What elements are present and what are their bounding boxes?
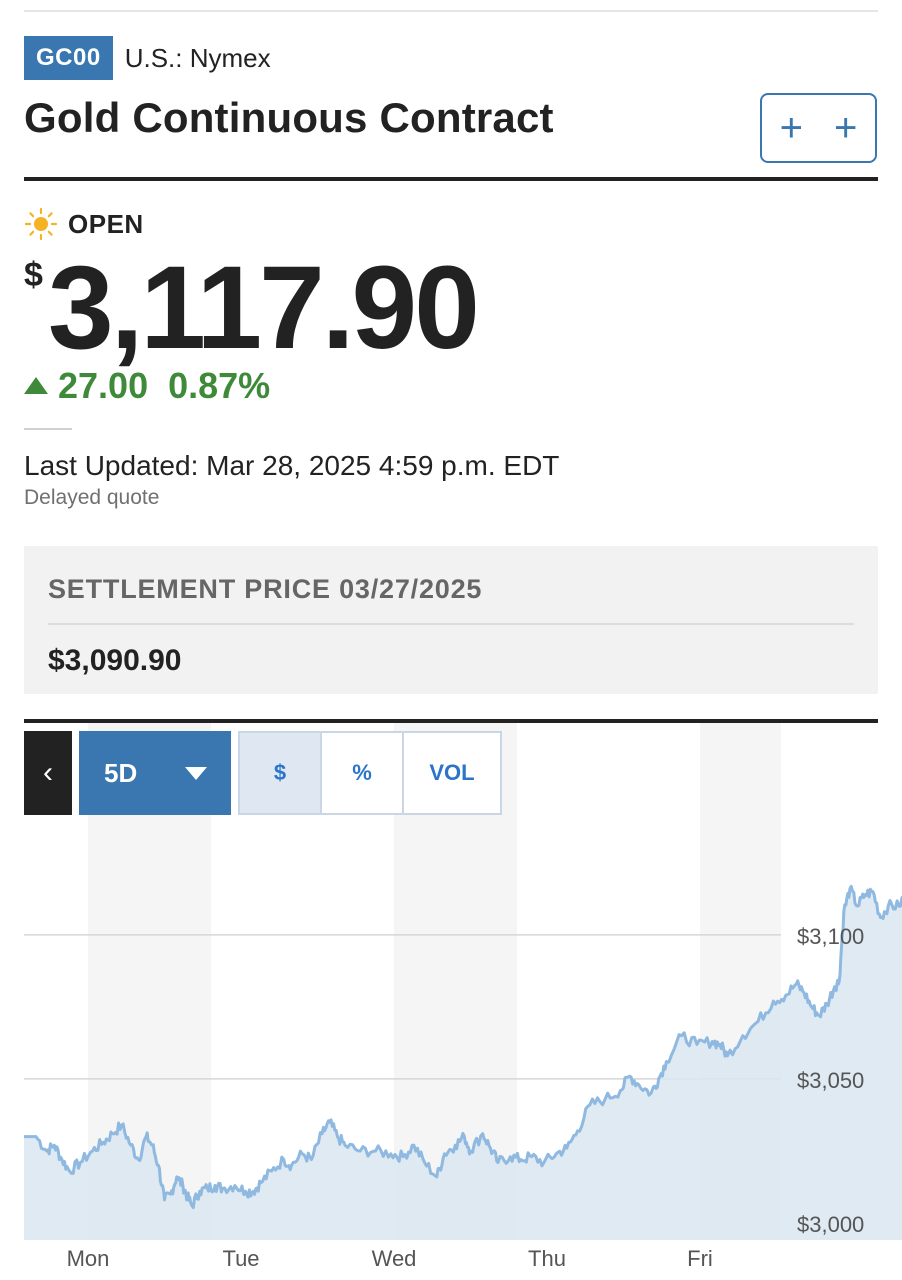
last-updated: Last Updated: Mar 28, 2025 4:59 p.m. EDT bbox=[24, 450, 560, 481]
mode-volume-button[interactable]: VOL bbox=[429, 760, 475, 785]
arrow-up-icon bbox=[24, 376, 48, 394]
range-select[interactable]: 5D bbox=[79, 731, 231, 815]
exchange-label: U.S.: Nymex bbox=[124, 42, 271, 73]
x-tick-label: Wed bbox=[372, 1246, 417, 1271]
currency-symbol: $ bbox=[24, 256, 43, 294]
status-label: OPEN bbox=[68, 208, 144, 239]
chart-mode-toggle: $ % VOL bbox=[238, 731, 502, 815]
mode-dollar-button[interactable]: $ bbox=[240, 733, 322, 813]
delayed-quote-note: Delayed quote bbox=[24, 486, 160, 509]
price-change: 27.00 0.87% bbox=[24, 365, 271, 406]
x-tick-label: Tue bbox=[222, 1246, 259, 1271]
x-tick-label: Fri bbox=[687, 1246, 713, 1271]
price-chart: $3,000 $3,050 $3,100 Mon Tue Wed Thu Fri ‹ 5D $… bbox=[0, 723, 902, 1280]
ticker-badge: GC00 bbox=[24, 36, 113, 80]
y-tick-label: $3,100 bbox=[797, 924, 864, 949]
range-label: 5D bbox=[104, 757, 138, 788]
change-points: 27.00 bbox=[58, 365, 149, 406]
settlement-panel: SETTLEMENT PRICE 03/27/2025 $3,090.90 bbox=[24, 546, 878, 694]
x-tick-label: Mon bbox=[67, 1246, 110, 1271]
page-title: Gold Continuous Contract bbox=[24, 94, 554, 141]
sun-icon bbox=[24, 207, 58, 241]
x-tick-label: Thu bbox=[528, 1246, 566, 1271]
ticker-row: GC00 U.S.: Nymex bbox=[24, 36, 271, 80]
price-area bbox=[24, 886, 902, 1240]
settlement-label: SETTLEMENT PRICE 03/27/2025 bbox=[48, 574, 483, 604]
market-status: OPEN bbox=[24, 206, 144, 242]
y-tick-label: $3,050 bbox=[797, 1068, 864, 1093]
change-percent: 0.87% bbox=[168, 365, 271, 406]
price-line bbox=[24, 884, 902, 1210]
y-tick-label: $3,000 bbox=[797, 1212, 864, 1237]
header-divider bbox=[24, 177, 878, 181]
mode-percent-button[interactable]: % bbox=[322, 733, 404, 813]
settlement-divider bbox=[48, 623, 854, 625]
add-to-watchlist-button[interactable]: + + bbox=[760, 93, 877, 163]
top-divider bbox=[24, 10, 878, 12]
chart-back-button[interactable]: ‹ bbox=[24, 731, 72, 815]
last-price: 3,117.90 bbox=[48, 242, 480, 374]
short-divider bbox=[24, 428, 72, 430]
chevron-down-icon bbox=[185, 767, 207, 780]
settlement-value: $3,090.90 bbox=[48, 644, 182, 677]
chart-divider bbox=[24, 719, 878, 723]
